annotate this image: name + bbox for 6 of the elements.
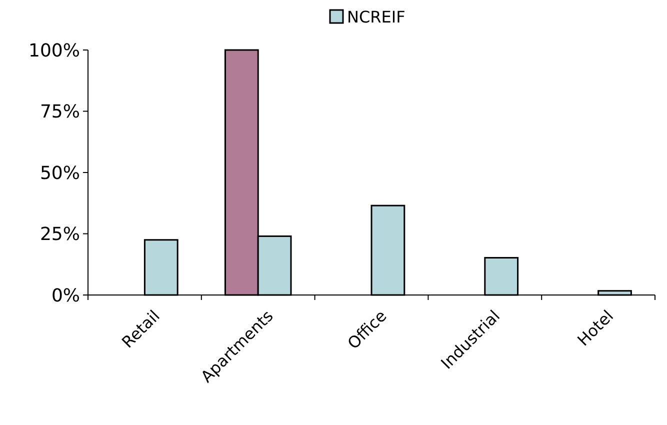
y-tick-label: 25%: [40, 224, 80, 246]
y-tick-label: 0%: [51, 285, 80, 306]
y-tick-label: 100%: [28, 40, 80, 62]
y-tick-label: 50%: [40, 162, 80, 184]
y-tick-label: 75%: [40, 102, 80, 123]
legend-label: NCREIF: [347, 8, 406, 27]
